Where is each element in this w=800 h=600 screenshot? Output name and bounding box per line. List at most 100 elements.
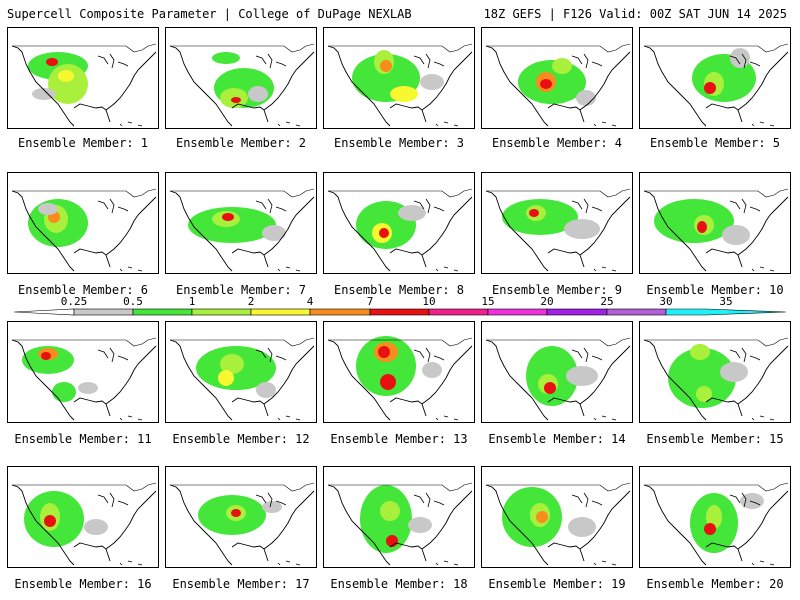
canada-border <box>644 337 789 347</box>
colorbar-segment <box>428 308 489 316</box>
scp-contour <box>32 88 56 100</box>
conus-map <box>327 336 473 421</box>
scp-contour <box>704 82 716 94</box>
conus-map <box>485 482 631 566</box>
scp-contour <box>576 90 596 106</box>
scp-contour <box>690 344 710 360</box>
conus-map <box>485 43 631 127</box>
islands <box>119 415 143 421</box>
islands <box>119 560 143 566</box>
great-lakes <box>571 347 603 363</box>
scp-contour <box>566 366 598 386</box>
coastline <box>169 190 315 272</box>
map-panel-member-1 <box>7 27 159 129</box>
coastline <box>643 45 789 127</box>
map-panel-member-6 <box>7 172 159 274</box>
member-label: Ensemble Member: 1 <box>17 136 149 150</box>
islands <box>277 121 301 127</box>
scp-contour <box>38 203 58 215</box>
map-panel-member-4 <box>481 27 633 129</box>
conus-map <box>643 43 789 127</box>
colorbar-tick-label: 0.25 <box>60 295 88 308</box>
conus-map <box>485 188 631 272</box>
canada-border <box>644 43 789 53</box>
coastline <box>485 45 631 127</box>
scp-contour <box>262 501 282 513</box>
map-panel-member-5 <box>639 27 791 129</box>
great-lakes <box>571 198 603 214</box>
scp-contour <box>218 370 234 386</box>
islands <box>751 121 775 127</box>
canada-border <box>170 43 315 53</box>
conus-map <box>327 43 473 127</box>
coastline <box>327 45 473 127</box>
map-panel-member-16 <box>7 466 159 568</box>
colorbar-tick-label: 30 <box>659 295 673 308</box>
member-label: Ensemble Member: 19 <box>488 577 626 591</box>
islands <box>751 266 775 272</box>
map-title: Supercell Composite Parameter | College … <box>7 7 412 21</box>
coastline <box>485 190 631 272</box>
great-lakes <box>571 53 603 69</box>
conus-map <box>169 337 315 421</box>
islands <box>435 121 459 127</box>
colorbar-tick-label: 15 <box>481 295 495 308</box>
great-lakes <box>571 492 603 508</box>
map-panel-member-7 <box>165 172 317 274</box>
scp-contour <box>568 517 596 537</box>
islands <box>435 560 459 566</box>
scp-contour <box>422 362 442 378</box>
canada-border <box>170 188 315 198</box>
canada-border <box>170 482 315 492</box>
canada-border <box>644 482 789 492</box>
great-lakes <box>729 347 761 363</box>
scp-contour <box>740 493 764 509</box>
colorbar-tick-label: 7 <box>366 295 374 308</box>
scp-contour <box>654 199 734 243</box>
colorbar-segment <box>132 308 193 316</box>
islands <box>751 415 775 421</box>
scp-contour <box>564 219 600 239</box>
scp-contour <box>48 64 88 104</box>
scp-contour <box>420 74 444 90</box>
scp-contour <box>536 511 548 523</box>
islands <box>435 266 459 272</box>
colorbar-min-arrow <box>13 308 75 316</box>
map-panel-member-17 <box>165 466 317 568</box>
canada-border <box>486 337 631 347</box>
scp-contour <box>44 515 56 527</box>
great-lakes <box>413 347 445 363</box>
scp-contour <box>356 336 416 396</box>
scp-contour <box>696 386 712 402</box>
canada-border <box>644 188 789 198</box>
scp-contour <box>41 352 51 360</box>
colorbar-segment <box>487 308 548 316</box>
model-valid-time: 18Z GEFS | F126 Valid: 00Z SAT JUN 14 20… <box>483 7 787 21</box>
colorbar-segment <box>309 308 371 316</box>
scp-contour <box>78 382 98 394</box>
coastline <box>485 339 631 421</box>
great-lakes <box>255 347 287 363</box>
member-label: Ensemble Member: 20 <box>646 577 784 591</box>
scp-contour <box>378 346 390 358</box>
coastline <box>11 190 157 272</box>
scp-contour <box>697 221 707 233</box>
islands <box>593 121 617 127</box>
islands <box>751 560 775 566</box>
great-lakes <box>413 198 445 214</box>
scp-contour <box>379 228 389 238</box>
scp-contour <box>84 519 108 535</box>
conus-map <box>327 188 473 272</box>
scp-contour <box>222 213 234 221</box>
coastline <box>643 339 789 421</box>
map-panel-member-11 <box>7 321 159 423</box>
great-lakes <box>255 198 287 214</box>
great-lakes <box>729 492 761 508</box>
colorbar-tick-label: 0.5 <box>123 295 143 308</box>
coastline <box>327 190 473 272</box>
great-lakes <box>413 492 445 508</box>
scp-contour <box>52 382 76 402</box>
coastline <box>485 484 631 566</box>
scp-contour <box>529 209 539 217</box>
colorbar-segment <box>606 308 667 316</box>
